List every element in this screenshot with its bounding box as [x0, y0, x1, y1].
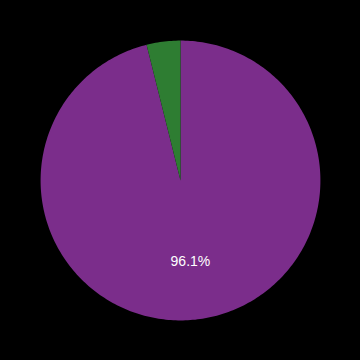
- svg-text:96.1%: 96.1%: [171, 253, 211, 269]
